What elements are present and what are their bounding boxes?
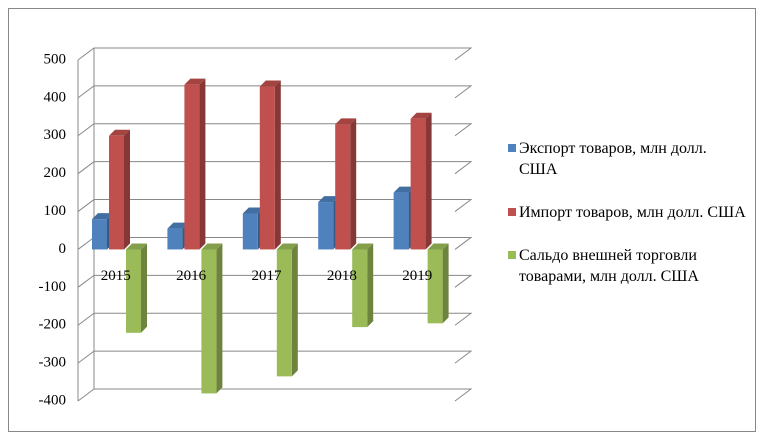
- bar-side: [442, 243, 449, 324]
- bar: [335, 124, 351, 250]
- bar-top: [276, 243, 298, 250]
- bar-side: [425, 112, 432, 250]
- y-tick-label: -200: [39, 317, 67, 333]
- bar: [427, 249, 443, 324]
- bar-side: [216, 243, 223, 394]
- legend-swatch: [508, 251, 516, 259]
- bar: [352, 249, 368, 328]
- grid-line: [77, 236, 473, 250]
- grid-line: [77, 161, 473, 175]
- x-tick-label: 2018: [327, 268, 357, 284]
- legend-label: Сальдо внешней торговли товарами, млн до…: [519, 247, 699, 285]
- y-tick-label: 200: [44, 165, 67, 181]
- bar-top: [184, 78, 206, 85]
- bar: [201, 249, 217, 394]
- bar-side: [350, 118, 357, 250]
- bar: [167, 228, 183, 250]
- y-tick-label: -400: [39, 392, 67, 408]
- bar: [259, 86, 275, 250]
- legend-label: Импорт товаров, млн долл. США: [519, 204, 746, 221]
- y-tick-label: 300: [44, 127, 67, 143]
- bar-top: [427, 243, 449, 250]
- bar-top: [92, 213, 113, 220]
- bar-top: [201, 243, 223, 250]
- legend-item: Импорт товаров, млн долл. США: [508, 202, 748, 223]
- bar: [276, 249, 292, 377]
- legend-item: Сальдо внешней торговли товарами, млн до…: [508, 245, 748, 287]
- bar-side: [199, 78, 206, 250]
- legend: Экспорт товаров, млн долл. США Импорт тов…: [508, 138, 748, 309]
- legend-swatch: [508, 208, 516, 216]
- legend-item: Экспорт товаров, млн долл. США: [508, 138, 748, 180]
- bar-top: [167, 222, 189, 229]
- y-tick-label: -100: [39, 279, 67, 295]
- grid-line: [77, 350, 473, 364]
- bar: [318, 202, 334, 250]
- bar-top: [410, 112, 432, 119]
- bar: [126, 249, 141, 333]
- bar-side: [141, 243, 147, 333]
- bar-side: [291, 243, 298, 377]
- y-tick-label: 500: [44, 51, 67, 67]
- y-tick-label: 400: [44, 89, 67, 105]
- bar: [393, 192, 409, 250]
- y-tick-label: 0: [59, 241, 67, 257]
- bar: [109, 135, 124, 250]
- bar-top: [318, 196, 340, 203]
- legend-label: Экспорт товаров, млн долл. США: [519, 140, 707, 178]
- bar-top: [126, 243, 147, 250]
- x-tick-label: 2015: [101, 268, 131, 284]
- y-tick-label: -300: [39, 355, 67, 371]
- bar-top: [393, 186, 415, 193]
- bar-side: [124, 129, 130, 250]
- bar-side: [367, 243, 374, 328]
- y-tick-label: 100: [44, 203, 67, 219]
- bar: [242, 213, 258, 250]
- bar: [410, 118, 426, 250]
- bar-top: [242, 207, 264, 214]
- bar-top: [109, 129, 130, 136]
- grid-line: [77, 47, 473, 61]
- bar: [92, 219, 107, 250]
- x-tick-label: 2017: [252, 268, 283, 284]
- x-tick-label: 2016: [176, 268, 207, 284]
- bar-top: [335, 118, 357, 125]
- bar: [184, 84, 200, 250]
- grid-line: [77, 388, 473, 402]
- bar-top: [352, 243, 374, 250]
- grid-line: [77, 85, 473, 99]
- legend-swatch: [508, 144, 516, 152]
- bar-top: [259, 80, 281, 87]
- chart-frame: [8, 8, 756, 432]
- grid-line: [77, 123, 473, 137]
- grid-line: [77, 199, 473, 212]
- bar-side: [274, 80, 281, 250]
- x-tick-label: 2019: [402, 268, 432, 284]
